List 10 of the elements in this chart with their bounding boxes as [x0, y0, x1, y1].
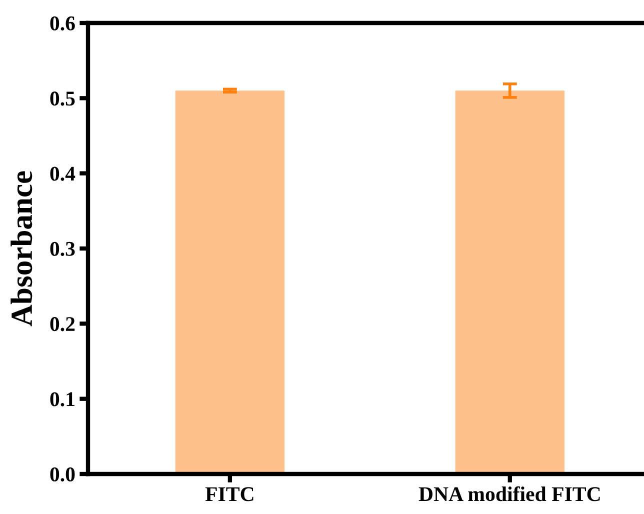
y-tick-label: 0.6 — [50, 16, 75, 31]
y-tick-label: 0.4 — [50, 166, 76, 181]
y-tick-label: 0.1 — [50, 392, 74, 406]
x-tick-label: DNA modified FITC — [418, 486, 600, 502]
y-tick-label: 0.3 — [50, 242, 75, 256]
x-tick-label: FITC — [205, 487, 254, 502]
y-tick-label: 0.0 — [50, 467, 75, 482]
y-tick-label: 0.5 — [50, 92, 75, 106]
y-axis-title: Absorbance — [10, 171, 32, 326]
y-tick-label: 0.2 — [50, 317, 75, 332]
